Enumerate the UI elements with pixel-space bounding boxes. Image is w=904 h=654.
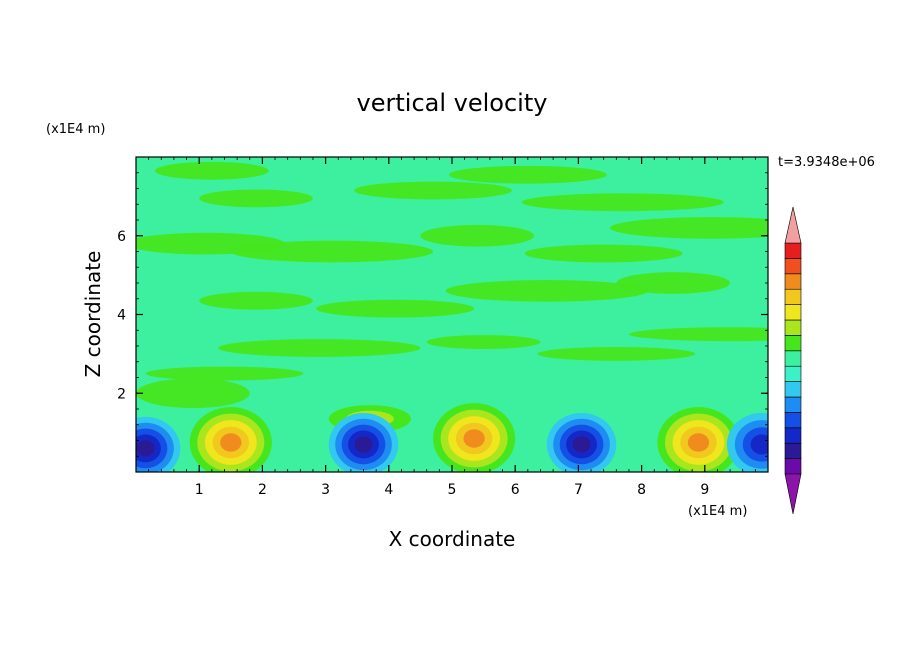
contour-level	[687, 433, 710, 452]
x-tick-label: 5	[448, 482, 457, 498]
x-tick-label: 7	[574, 482, 583, 498]
field-patch	[218, 339, 421, 357]
colorbar-segment	[784, 381, 802, 398]
field-patch	[628, 327, 768, 342]
x-axis-label: X coordinate	[389, 527, 516, 551]
x-tick-label: 1	[195, 482, 204, 498]
y-tick-label: 2	[117, 386, 126, 402]
colorbar-segment	[784, 242, 802, 259]
field-patch	[524, 244, 683, 263]
y-tick-label: 4	[117, 308, 126, 324]
updraft-cell	[189, 407, 272, 472]
downdraft-cell	[328, 412, 399, 472]
field-patch	[136, 378, 250, 409]
field-patch	[354, 181, 513, 200]
colorbar-under-arrow	[784, 473, 802, 515]
contour-level	[354, 436, 373, 453]
y-axis-label: Z coordinate	[81, 251, 105, 378]
colorbar-segment	[784, 427, 802, 444]
downdraft-cell	[136, 416, 181, 472]
colorbar-segment	[784, 288, 802, 305]
field-patch	[230, 240, 434, 263]
y-tick-label: 6	[117, 229, 126, 245]
x-tick-label: 8	[637, 482, 646, 498]
colorbar-segment	[784, 396, 802, 413]
colorbar-segment	[784, 412, 802, 429]
velocity-field	[136, 161, 768, 472]
contour-level	[136, 440, 155, 457]
colorbar-label: −6	[811, 0, 832, 4]
field-patch	[199, 291, 313, 310]
colorbar-label: 18	[811, 0, 829, 4]
updraft-cell	[657, 407, 740, 472]
x-tick-label: 3	[321, 482, 330, 498]
colorbar-segment	[784, 442, 802, 459]
chart-title: vertical velocity	[357, 89, 548, 117]
x-tick-label: 4	[384, 482, 393, 498]
colorbar-over-arrow	[784, 206, 802, 244]
field-patch	[537, 346, 696, 361]
field-patch	[521, 193, 724, 212]
time-label: t=3.9348e+06	[778, 155, 875, 170]
colorbar: 181260−6−12−18	[784, 0, 841, 515]
field-patch	[616, 272, 731, 294]
field-patch	[448, 165, 607, 184]
contour-level	[463, 429, 485, 448]
downdraft-cell	[546, 412, 617, 472]
colorbar-segment	[784, 335, 802, 352]
field-patch	[199, 189, 313, 208]
y-axis-unit: (x1E4 m)	[46, 122, 105, 137]
field-patch	[154, 161, 269, 180]
colorbar-segment	[784, 273, 802, 290]
colorbar-segment	[784, 365, 802, 382]
plot-area: 1 2 3 4 5 6 7 8 9 2 4 6	[117, 156, 769, 498]
x-tick-label: 2	[258, 482, 267, 498]
colorbar-segment	[784, 458, 802, 475]
axis-ticks: 1 2 3 4 5 6 7 8 9 2 4 6	[117, 157, 769, 498]
colorbar-segment	[784, 304, 802, 321]
field-patch	[610, 217, 768, 239]
field-patch	[445, 280, 648, 302]
colorbar-label: −12	[811, 0, 841, 4]
colorbar-label: −18	[811, 0, 841, 4]
contour-level	[220, 433, 242, 452]
x-tick-label: 9	[700, 482, 709, 498]
colorbar-segment	[784, 319, 802, 336]
colorbar-label: 0	[811, 0, 820, 4]
colorbar-segment	[784, 258, 802, 275]
x-tick-label: 6	[511, 482, 520, 498]
colorbar-segment	[784, 350, 802, 367]
field-patch	[426, 335, 541, 349]
updraft-cell	[433, 403, 516, 472]
field-patch	[145, 366, 304, 381]
x-axis-unit: (x1E4 m)	[688, 504, 747, 519]
colorbar-label: 6	[811, 0, 820, 4]
field-patch	[420, 224, 535, 247]
downdraft-cell	[726, 412, 768, 472]
contour-level	[750, 434, 768, 455]
colorbar-label: 12	[811, 0, 829, 4]
field-patch	[316, 299, 475, 318]
contour-level	[572, 436, 591, 453]
